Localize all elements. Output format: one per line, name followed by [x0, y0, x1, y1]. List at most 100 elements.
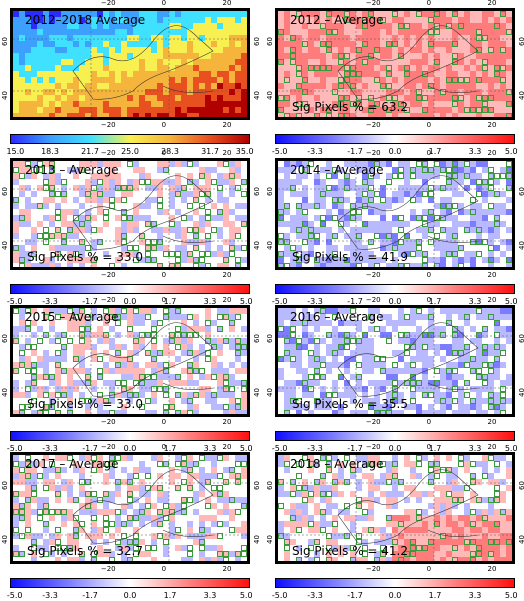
latitude-label: 60: [1, 37, 9, 46]
longitude-label: −20: [101, 443, 116, 451]
longitude-label: 20: [488, 271, 497, 279]
latitude-label: 60: [518, 334, 524, 343]
colorbar-tick-label: -1.7: [82, 591, 98, 600]
colorbar-tick-label: -3.3: [42, 591, 58, 600]
longitude-label: 0: [162, 418, 166, 426]
colorbar-tick-label: -3.3: [307, 147, 323, 156]
latitude-label: 40: [253, 388, 261, 397]
colorbar: [10, 134, 250, 144]
longitude-label: 0: [162, 0, 166, 7]
latitude-label: 60: [266, 187, 274, 196]
panel-title: 2016 – Average: [290, 310, 383, 324]
latitude-label: 40: [518, 535, 524, 544]
longitude-label: 0: [162, 121, 166, 129]
latitude-label: 40: [253, 241, 261, 250]
colorbar-tick-label: 3.3: [204, 591, 217, 600]
latitude-label: 40: [518, 241, 524, 250]
longitude-label: −20: [101, 271, 116, 279]
panel-title: 2014 – Average: [290, 163, 383, 177]
latitude-label: 60: [1, 481, 9, 490]
sig-pixels-label: Sig Pixels % = 33.0: [27, 397, 143, 411]
colorbar-tick-label: -1.7: [347, 591, 363, 600]
longitude-label: 0: [427, 443, 431, 451]
longitude-label: 20: [223, 565, 232, 573]
colorbar-tick-label: -5.0: [272, 147, 288, 156]
map-area: 2016 – Average Sig Pixels % = 35.5: [275, 305, 515, 417]
latitude-label: 60: [518, 37, 524, 46]
colorbar-tick-label: 1.7: [429, 591, 442, 600]
latitude-label: 60: [518, 481, 524, 490]
latitude-label: 60: [518, 187, 524, 196]
colorbar: [275, 431, 515, 441]
longitude-label: 0: [162, 296, 166, 304]
longitude-label: 20: [488, 418, 497, 426]
longitude-label: 20: [223, 296, 232, 304]
colorbar-tick-label: 0.0: [389, 591, 402, 600]
longitude-label: −20: [366, 271, 381, 279]
longitude-label: −20: [101, 0, 116, 7]
sig-pixels-label: Sig Pixels % = 33.0: [27, 250, 143, 264]
colorbar: [275, 284, 515, 294]
longitude-label: 20: [223, 0, 232, 7]
longitude-label: −20: [366, 149, 381, 157]
colorbar-tick-label: 0.0: [389, 147, 402, 156]
latitude-label: 40: [253, 91, 261, 100]
latitude-label: 40: [1, 535, 9, 544]
colorbar-tick-label: 1.7: [164, 591, 177, 600]
latitude-label: 60: [266, 37, 274, 46]
colorbar: [275, 134, 515, 144]
longitude-label: 0: [427, 149, 431, 157]
longitude-label: −20: [101, 121, 116, 129]
longitude-label: −20: [366, 121, 381, 129]
longitude-label: 0: [427, 0, 431, 7]
longitude-label: 20: [488, 565, 497, 573]
longitude-label: 20: [223, 121, 232, 129]
colorbar-tick-label: -5.0: [272, 591, 288, 600]
latitude-label: 60: [266, 481, 274, 490]
colorbar: [10, 578, 250, 588]
longitude-label: 20: [488, 121, 497, 129]
colorbar-tick-label: 5.0: [505, 147, 518, 156]
colorbar-tick-label: 5.0: [505, 591, 518, 600]
sig-pixels-label: Sig Pixels % = 63.2: [292, 100, 408, 114]
longitude-label: 20: [488, 443, 497, 451]
longitude-label: 0: [427, 565, 431, 573]
colorbar-tick-label: -1.7: [347, 147, 363, 156]
colorbar-tick-label: 3.3: [469, 591, 482, 600]
longitude-label: 0: [427, 271, 431, 279]
longitude-label: 0: [427, 296, 431, 304]
colorbar-tick-label: -5.0: [7, 591, 23, 600]
latitude-label: 40: [266, 241, 274, 250]
colorbar-tick-label: 25.0: [121, 147, 139, 156]
colorbar-tick-label: 31.7: [201, 147, 219, 156]
colorbar-tick-label: 21.7: [81, 147, 99, 156]
sig-pixels-label: Sig Pixels % = 41.2: [292, 544, 408, 558]
sig-pixels-label: Sig Pixels % = 35.5: [292, 397, 408, 411]
longitude-label: 20: [488, 149, 497, 157]
latitude-label: 40: [266, 535, 274, 544]
longitude-label: −20: [101, 418, 116, 426]
longitude-label: −20: [101, 565, 116, 573]
longitude-label: −20: [366, 0, 381, 7]
latitude-label: 60: [266, 334, 274, 343]
longitude-label: 0: [162, 565, 166, 573]
latitude-label: 40: [518, 91, 524, 100]
latitude-label: 40: [266, 91, 274, 100]
latitude-label: 60: [253, 37, 261, 46]
latitude-label: 60: [253, 187, 261, 196]
longitude-label: −20: [366, 565, 381, 573]
latitude-label: 40: [1, 241, 9, 250]
colorbar-tick-label: 5.0: [240, 591, 253, 600]
longitude-label: −20: [101, 296, 116, 304]
colorbar-tick-label: 18.3: [41, 147, 59, 156]
latitude-label: 40: [253, 535, 261, 544]
colorbar-tick-label: -3.3: [307, 591, 323, 600]
latitude-label: 40: [1, 388, 9, 397]
latitude-label: 60: [1, 334, 9, 343]
longitude-label: −20: [366, 418, 381, 426]
latitude-label: 60: [253, 481, 261, 490]
